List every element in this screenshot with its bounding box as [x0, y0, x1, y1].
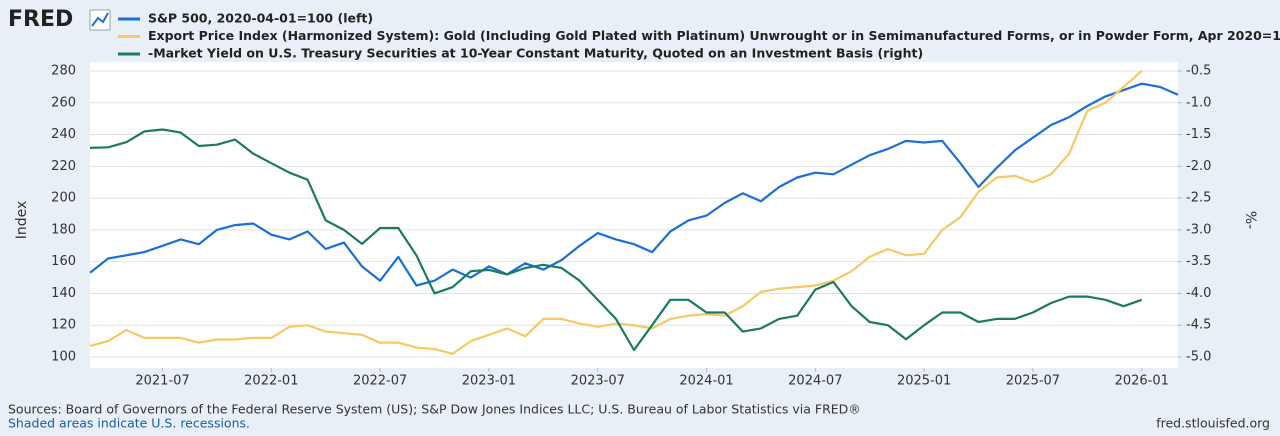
sources: Sources: Board of Governors of the Feder…	[8, 402, 861, 417]
y-tick-label: 180	[51, 222, 76, 237]
logo: FRED	[8, 7, 73, 32]
y-tick-label: 200	[51, 191, 76, 206]
plot-area	[90, 62, 1178, 368]
x-tick-label: 2026-01	[1115, 374, 1169, 389]
y-tick-label: 160	[51, 254, 76, 269]
x-tick-label: 2022-01	[244, 374, 298, 389]
x-tick-label: 2024-07	[788, 374, 842, 389]
y-axis-label: Index	[14, 201, 30, 240]
y2-tick-label: -4.0	[1186, 286, 1211, 301]
recession-note: Shaded areas indicate U.S. recessions.	[8, 416, 250, 431]
legend-label: S&P 500, 2020-04-01=100 (left)	[148, 11, 373, 26]
y-tick-label: 140	[51, 286, 76, 301]
y2-tick-label: -2.0	[1186, 159, 1211, 174]
logo-icon	[89, 9, 111, 31]
series-line	[89, 128, 1143, 352]
y-tick-label: 280	[51, 64, 76, 79]
y2-tick-label: -4.5	[1186, 318, 1211, 333]
x-tick-label: 2022-07	[353, 374, 407, 389]
legend-label: -Market Yield on U.S. Treasury Securitie…	[148, 46, 923, 61]
y-tick-label: 120	[51, 318, 76, 333]
y-tick-label: 100	[51, 350, 76, 365]
series-line	[89, 82, 1179, 287]
y2-tick-label: -1.0	[1186, 95, 1211, 110]
y2-tick-label: -2.5	[1186, 191, 1211, 206]
y2-tick-label: -0.5	[1186, 64, 1211, 79]
legend-label: Export Price Index (Harmonized System): …	[148, 28, 1280, 43]
x-tick-label: 2024-01	[679, 374, 733, 389]
series-line	[89, 70, 1143, 355]
y-tick-label: 260	[51, 95, 76, 110]
y2-tick-label: -3.5	[1186, 254, 1211, 269]
y2-axis-label: %-	[1242, 211, 1258, 229]
x-tick-label: 2023-07	[571, 374, 625, 389]
x-tick-label: 2025-01	[897, 374, 951, 389]
y-tick-label: 240	[51, 127, 76, 142]
source-url: fred.stlouisfed.org	[1156, 416, 1270, 431]
x-tick-label: 2023-01	[462, 374, 516, 389]
y2-tick-label: -1.5	[1186, 127, 1211, 142]
x-tick-label: 2021-07	[135, 374, 189, 389]
y2-tick-label: -3.0	[1186, 222, 1211, 237]
y2-tick-label: -5.0	[1186, 350, 1211, 365]
x-tick-label: 2025-07	[1006, 374, 1060, 389]
y-tick-label: 220	[51, 159, 76, 174]
